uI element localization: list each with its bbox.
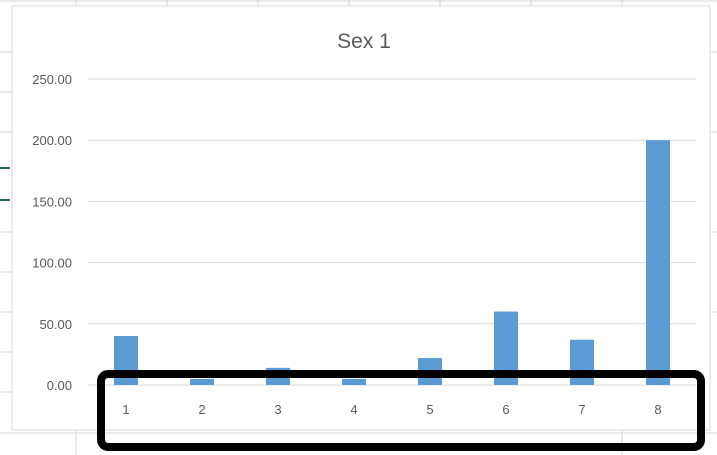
bar[interactable] <box>190 378 214 385</box>
x-tick-label: 4 <box>350 402 357 417</box>
bars <box>114 140 670 385</box>
y-tick-label: 100.00 <box>32 256 72 271</box>
y-tick-label: 50.00 <box>39 317 72 332</box>
y-tick-label: 200.00 <box>32 133 72 148</box>
y-axis-tick-labels: 0.00 50.00 100.00 150.00 200.00 250.00 <box>32 72 72 393</box>
gridlines <box>88 78 696 386</box>
highlight-box <box>97 370 705 451</box>
x-tick-label: 7 <box>578 402 585 417</box>
bar[interactable] <box>342 378 366 385</box>
x-tick-label: 3 <box>274 402 281 417</box>
chart-title[interactable]: Sex 1 <box>337 30 391 53</box>
x-tick-label: 6 <box>502 402 509 417</box>
bar[interactable] <box>646 140 670 385</box>
x-axis-category-labels: 1 2 3 4 5 6 7 8 <box>122 402 661 417</box>
x-tick-label: 2 <box>198 402 205 417</box>
y-tick-label: 0.00 <box>47 378 72 393</box>
y-tick-label: 250.00 <box>32 72 72 87</box>
x-tick-label: 1 <box>122 402 129 417</box>
y-tick-label: 150.00 <box>32 194 72 209</box>
x-tick-label: 5 <box>426 402 433 417</box>
x-tick-label: 8 <box>654 402 661 417</box>
bar[interactable] <box>570 339 594 385</box>
